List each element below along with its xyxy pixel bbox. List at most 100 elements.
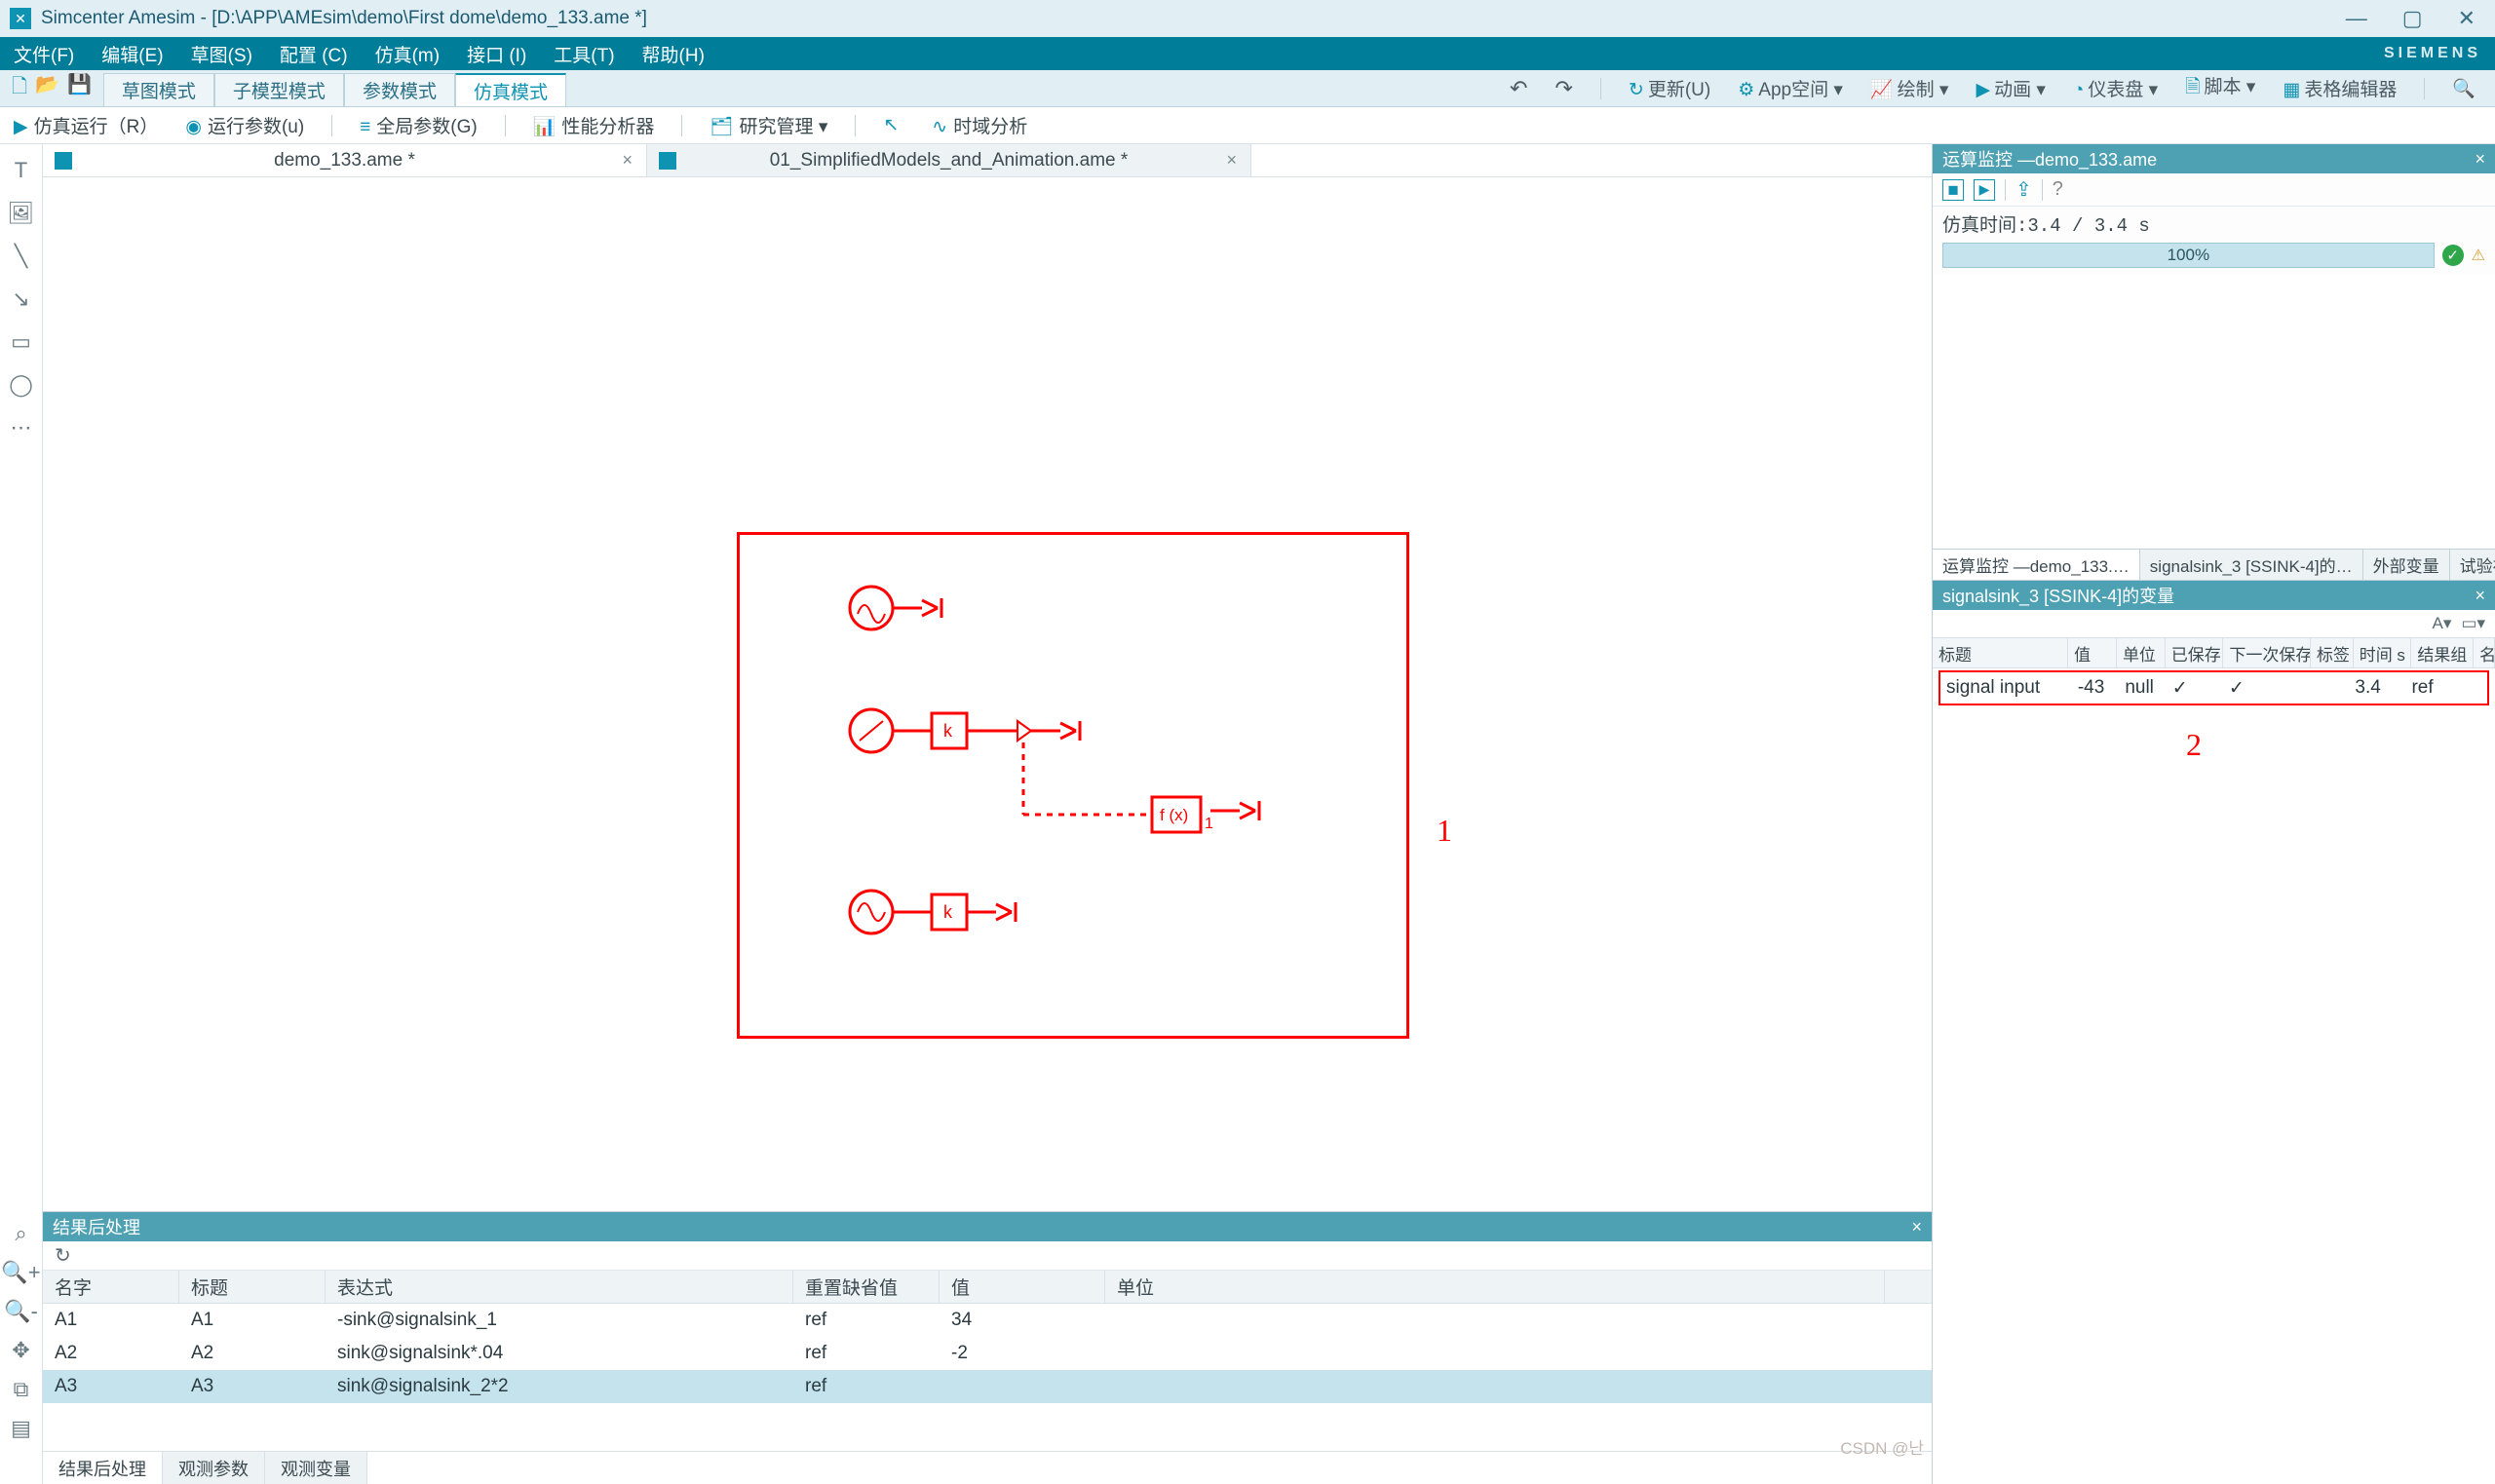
monitor-tab-1[interactable]: 运算监控 —demo_133.…: [1933, 550, 2140, 580]
zoom-fit-icon[interactable]: ⌕: [15, 1221, 26, 1246]
bottom-tab-1[interactable]: 结果后处理: [43, 1452, 163, 1484]
panel-close-icon[interactable]: ×: [1911, 1217, 1922, 1237]
menu-file[interactable]: 文件(F): [14, 41, 74, 67]
doc-tab-2[interactable]: 01_SimplifiedModels_and_Animation.ame * …: [647, 144, 1251, 176]
cursor-icon[interactable]: ↖: [883, 114, 899, 136]
new-icon[interactable]: 🗋: [12, 72, 27, 105]
toolbar-sim: ▶仿真运行（R） ◉运行参数(u) ≡全局参数(G) 📊性能分析器 🗂研究管理 …: [0, 107, 2495, 144]
plot-button[interactable]: 📈绘制 ▾: [1870, 75, 1949, 101]
undo-icon[interactable]: ↶: [1510, 76, 1527, 101]
run-sim-button[interactable]: ▶仿真运行（R）: [14, 112, 158, 138]
watermark: CSDN @난: [1840, 1434, 1924, 1459]
search-icon[interactable]: 🔍: [2452, 77, 2476, 100]
bottom-col[interactable]: 重置缺省值: [793, 1271, 940, 1303]
menu-help[interactable]: 帮助(H): [642, 41, 705, 67]
arrow-tool-icon[interactable]: ↘: [12, 286, 29, 312]
status-ok-icon: ✓: [2442, 245, 2464, 266]
close-icon[interactable]: ×: [1226, 150, 1237, 171]
refresh-icon[interactable]: ↻: [55, 1243, 71, 1268]
zoom-out-icon[interactable]: 🔍-: [4, 1299, 38, 1324]
table-editor-button[interactable]: ▦表格编辑器: [2283, 75, 2397, 101]
bottom-panel: 结果后处理× ↻ 名字标题表达式重置缺省值值单位 A1A1-sink@signa…: [43, 1211, 1932, 1484]
bottom-title: 结果后处理×: [43, 1212, 1932, 1241]
mode-tab-param[interactable]: 参数模式: [344, 73, 455, 106]
mode-tab-submodel[interactable]: 子模型模式: [214, 73, 344, 106]
menu-interface[interactable]: 接口 (I): [467, 41, 526, 67]
perf-analyzer-button[interactable]: 📊性能分析器: [533, 112, 655, 138]
vars-col[interactable]: 标题: [1933, 638, 2068, 667]
bottom-tab-2[interactable]: 观测参数: [163, 1452, 265, 1484]
pan-icon[interactable]: ✥: [12, 1338, 29, 1363]
minimize-button[interactable]: —: [2346, 6, 2367, 31]
vars-col[interactable]: 结果组: [2411, 638, 2474, 667]
vars-panel: signalsink_3 [SSINK-4]的变量× A▾ ▭▾ 标题值单位已保…: [1933, 581, 2495, 1484]
vars-col[interactable]: 标签: [2311, 638, 2354, 667]
dashboard-button[interactable]: ◔仪表盘 ▾: [2073, 75, 2158, 101]
bottom-tab-3[interactable]: 观测变量: [265, 1452, 367, 1484]
close-icon[interactable]: ×: [622, 150, 633, 171]
panel-close-icon[interactable]: ×: [2475, 586, 2485, 606]
stop-icon[interactable]: ◼: [1942, 179, 1964, 201]
update-button[interactable]: ↻更新(U): [1629, 75, 1710, 101]
filter-icon[interactable]: ▭▾: [2461, 614, 2485, 633]
line-tool-icon[interactable]: ╲: [15, 244, 27, 269]
ellipse-tool-icon[interactable]: ◯: [9, 372, 33, 398]
monitor-tab-2[interactable]: signalsink_3 [SSINK-4]的…: [2140, 550, 2363, 580]
copy-icon[interactable]: ⧉: [14, 1377, 29, 1402]
bottom-col[interactable]: 标题: [179, 1271, 326, 1303]
time-domain-button[interactable]: ∿时域分析: [932, 112, 1027, 138]
rect-tool-icon[interactable]: ▭: [11, 329, 31, 355]
menu-config[interactable]: 配置 (C): [280, 41, 348, 67]
panel-close-icon[interactable]: ×: [2475, 149, 2485, 170]
menu-sketch[interactable]: 草图(S): [191, 41, 252, 67]
vars-col[interactable]: 下一次保存: [2223, 638, 2311, 667]
menu-sim[interactable]: 仿真(m): [375, 41, 440, 67]
bottom-col[interactable]: 表达式: [326, 1271, 793, 1303]
vars-col[interactable]: 值: [2068, 638, 2117, 667]
misc-tool-icon[interactable]: ⋯: [11, 415, 32, 440]
table-row[interactable]: A1A1-sink@signalsink_1ref34: [43, 1304, 1932, 1337]
save-icon[interactable]: 💾: [67, 72, 92, 105]
text-tool-icon[interactable]: T: [15, 158, 27, 183]
monitor-tab-3[interactable]: 外部变量: [2363, 550, 2450, 580]
toolbar-modes: 🗋 📂 💾 草图模式 子模型模式 参数模式 仿真模式 ↶ ↷ ↻更新(U) ⚙A…: [0, 70, 2495, 107]
mode-tab-simulation[interactable]: 仿真模式: [455, 73, 566, 106]
help-icon[interactable]: ?: [2053, 178, 2063, 201]
script-button[interactable]: 🗎脚本 ▾: [2185, 72, 2255, 104]
global-params-button[interactable]: ≡全局参数(G): [360, 112, 478, 138]
maximize-button[interactable]: ▢: [2402, 6, 2423, 31]
table-row[interactable]: A3A3sink@signalsink_2*2ref: [43, 1370, 1932, 1403]
sort-icon[interactable]: A▾: [2433, 614, 2452, 633]
separator: [1600, 78, 1601, 99]
vars-col[interactable]: 名: [2474, 638, 2495, 667]
redo-icon[interactable]: ↷: [1555, 76, 1572, 101]
monitor-tab-4[interactable]: 试验视图: [2450, 550, 2495, 580]
zoom-rail: ⌕ 🔍+ 🔍- ✥ ⧉ ▤: [0, 1211, 43, 1484]
anim-button[interactable]: ▶动画 ▾: [1976, 75, 2045, 101]
study-mgmt-button[interactable]: 🗂研究管理 ▾: [710, 112, 827, 138]
vars-row[interactable]: signal input-43null✓✓3.4ref: [1938, 670, 2489, 705]
export-icon[interactable]: ⇪: [2015, 177, 2032, 202]
layers-icon[interactable]: ▤: [11, 1416, 31, 1441]
vars-col[interactable]: 已保存: [2166, 638, 2224, 667]
menu-edit[interactable]: 编辑(E): [101, 41, 163, 67]
bottom-col[interactable]: 名字: [43, 1271, 179, 1303]
run-params-button[interactable]: ◉运行参数(u): [185, 112, 304, 138]
play-icon[interactable]: ▶: [1974, 179, 1995, 201]
image-tool-icon[interactable]: 🖼: [8, 201, 35, 226]
menu-tools[interactable]: 工具(T): [554, 41, 614, 67]
doc-tab-1[interactable]: demo_133.ame * ×: [43, 144, 647, 176]
svg-text:f (x): f (x): [1160, 806, 1188, 824]
separator: [681, 115, 682, 136]
bottom-col[interactable]: 值: [940, 1271, 1105, 1303]
bottom-col[interactable]: 单位: [1105, 1271, 1885, 1303]
close-button[interactable]: ✕: [2458, 6, 2476, 31]
doc-icon: [659, 152, 676, 170]
appspace-button[interactable]: ⚙App空间 ▾: [1738, 75, 1843, 101]
vars-col[interactable]: 单位: [2117, 638, 2166, 667]
open-icon[interactable]: 📂: [35, 72, 59, 105]
vars-col[interactable]: 时间 s: [2354, 638, 2412, 667]
table-row[interactable]: A2A2sink@signalsink*.04ref-2: [43, 1337, 1932, 1370]
zoom-in-icon[interactable]: 🔍+: [1, 1260, 40, 1285]
mode-tab-sketch[interactable]: 草图模式: [103, 73, 214, 106]
